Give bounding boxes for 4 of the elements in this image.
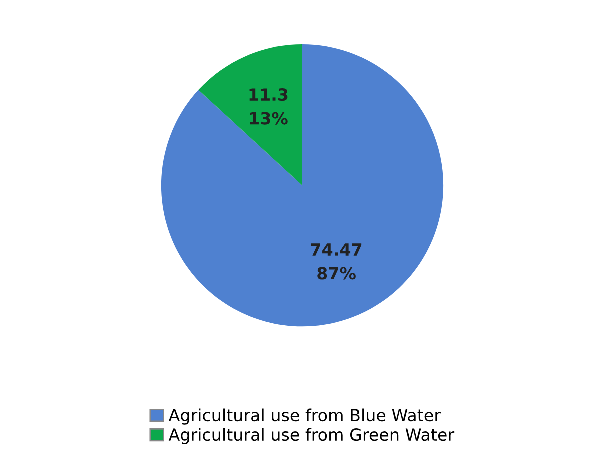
legend-label: Agricultural use from Blue Water — [168, 408, 441, 425]
data-label: 11.3 13% — [250, 88, 288, 125]
legend-label: Agricultural use from Green Water — [168, 428, 455, 444]
data-label: 74.47 87% — [311, 244, 362, 280]
